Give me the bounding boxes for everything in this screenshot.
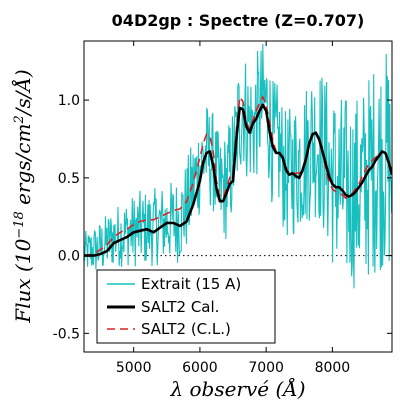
y-tick-label: -0.5: [53, 326, 80, 342]
legend-label-salt2-cal: SALT2 Cal.: [141, 298, 219, 316]
x-axis-label: λ observé (Å): [169, 376, 305, 400]
series-salt2-cal-line: [84, 103, 392, 257]
y-tick-label: 0.5: [58, 171, 80, 187]
legend-label-salt2-cl: SALT2 (C.L.): [141, 320, 231, 338]
series-extrait-line: [84, 43, 392, 289]
y-tick-label: 1.0: [58, 93, 80, 109]
series-layer: [84, 43, 392, 289]
x-tick-label: 7000: [248, 360, 284, 376]
x-tick-label: 5000: [116, 360, 152, 376]
plot-frame: [83, 40, 393, 353]
legend: Extrait (15 A) SALT2 Cal. SALT2 (C.L.): [96, 269, 276, 344]
ticks-layer: 5000 6000 7000 8000 -0.5 0.0 0.5 1.0: [53, 41, 392, 376]
chart-title: 04D2gp : Spectre (Z=0.707): [112, 11, 365, 30]
x-tick-label: 8000: [315, 360, 351, 376]
y-tick-label: 0.0: [58, 249, 80, 265]
legend-label-extrait: Extrait (15 A): [141, 275, 241, 293]
y-axis-label: Flux (10−18 ergs/cm2/s/Å): [10, 69, 35, 324]
x-tick-label: 6000: [182, 360, 218, 376]
